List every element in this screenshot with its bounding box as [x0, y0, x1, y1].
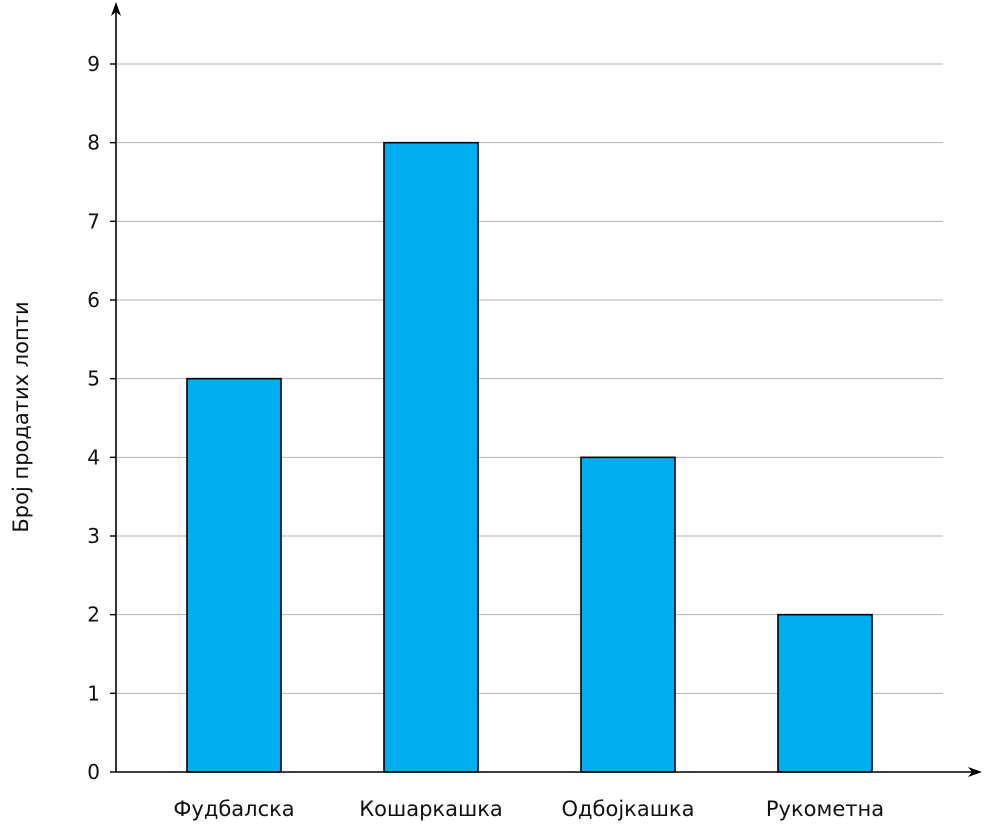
- x-axis-arrowhead: [968, 767, 982, 777]
- y-tick-label: 5: [87, 367, 100, 391]
- y-ticks: 0 1 2 3 4 5 6 7 8 9: [87, 52, 116, 784]
- y-axis-arrowhead: [111, 2, 121, 16]
- bar: [580, 456, 676, 773]
- x-category-label: Фудбалска: [173, 797, 294, 821]
- y-tick-label: 9: [87, 52, 100, 76]
- y-tick-label: 7: [87, 209, 100, 233]
- y-tick-label: 8: [87, 131, 100, 155]
- x-category-label: Кошаркашка: [359, 797, 503, 821]
- y-tick-label: 4: [87, 445, 100, 469]
- y-tick-label: 0: [87, 760, 100, 784]
- x-category-label: Рукометна: [766, 797, 884, 821]
- bar: [383, 141, 479, 773]
- x-category-label: Одбојкашка: [561, 797, 694, 821]
- y-tick-label: 1: [87, 681, 100, 705]
- axes: [111, 2, 982, 777]
- y-tick-label: 6: [87, 288, 100, 312]
- y-tick-label: 3: [87, 524, 100, 548]
- x-category-labels: Фудбалска Кошаркашка Одбојкашка Рукометна: [173, 797, 884, 821]
- bars: [186, 141, 873, 773]
- y-axis-title: Број продатих лопти: [9, 301, 33, 532]
- bar: [186, 377, 282, 773]
- y-tick-label: 2: [87, 603, 100, 627]
- bar: [777, 613, 873, 773]
